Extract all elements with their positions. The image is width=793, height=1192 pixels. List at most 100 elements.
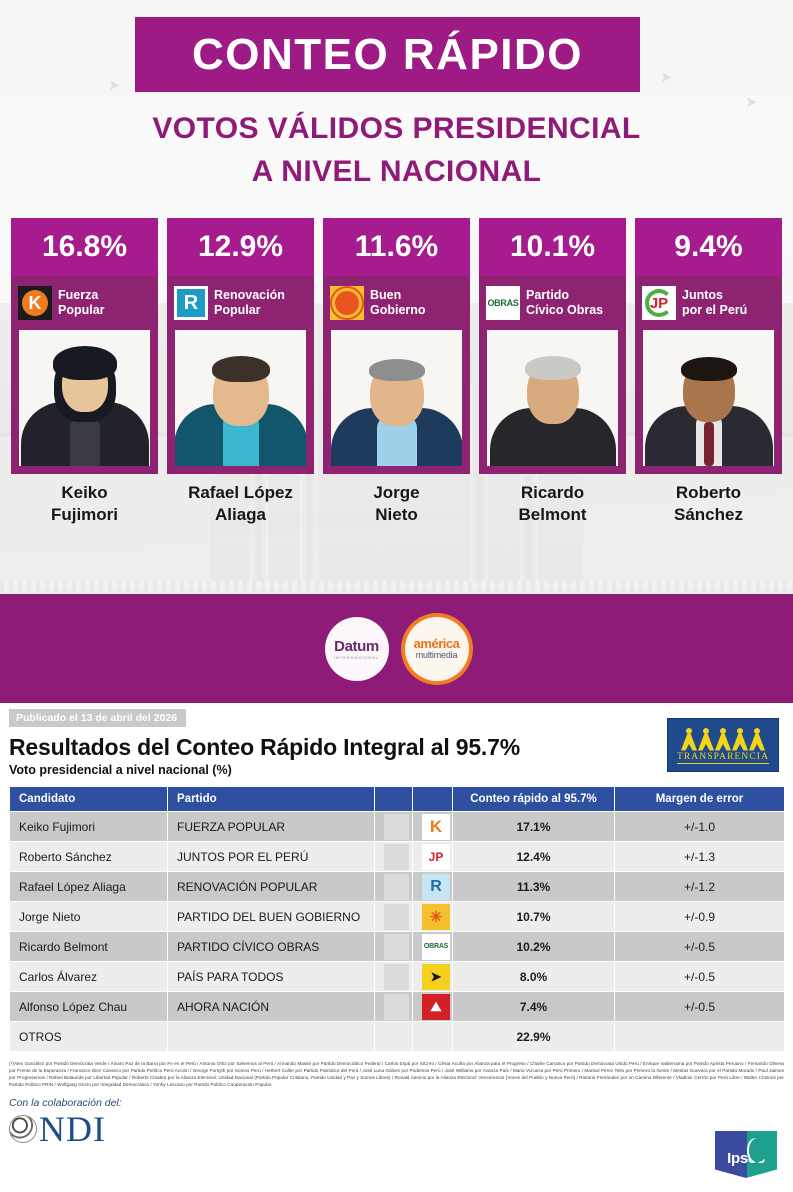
cell-logo: ☀ bbox=[412, 901, 453, 932]
cell-candidato: OTROS bbox=[9, 1021, 168, 1052]
cell-conteo: 12.4% bbox=[452, 841, 615, 872]
candidate-photo bbox=[331, 330, 462, 466]
candidate-card[interactable]: 12.9% R Renovación Popular bbox=[167, 218, 314, 474]
cell-partido bbox=[167, 1021, 375, 1052]
party-line2: Gobierno bbox=[370, 303, 426, 317]
candidate-photo bbox=[175, 330, 306, 466]
cell-photo bbox=[374, 931, 413, 962]
candidate-thumb bbox=[384, 843, 409, 870]
bird-icon: ➤ bbox=[108, 77, 121, 94]
poster-section: ➤ ➤ ➤ CONTEO RÁPIDO VOTOS VÁLIDOS PRESID… bbox=[0, 0, 793, 703]
table-row[interactable]: Rafael López Aliaga RENOVACIÓN POPULAR R… bbox=[9, 871, 785, 902]
th-partido[interactable]: Partido bbox=[167, 786, 375, 812]
table-row-otros[interactable]: OTROS 22.9% bbox=[9, 1021, 785, 1052]
candidate-name: Keiko Fujimori bbox=[11, 482, 158, 548]
ndi-logo-text: NDI bbox=[39, 1109, 106, 1150]
cell-conteo: 17.1% bbox=[452, 811, 615, 842]
cell-partido: PAÍS PARA TODOS bbox=[167, 961, 375, 992]
name-line1: Ricardo bbox=[520, 483, 585, 502]
th-logo bbox=[412, 786, 453, 812]
cell-logo bbox=[412, 1021, 453, 1052]
candidate-percentage: 12.9% bbox=[167, 218, 314, 276]
th-margen[interactable]: Margen de error bbox=[614, 786, 785, 812]
candidate-thumb bbox=[384, 933, 409, 960]
candidate-thumb bbox=[384, 873, 409, 900]
table-row[interactable]: Carlos Álvarez PAÍS PARA TODOS ➤ 8.0% +/… bbox=[9, 961, 785, 992]
name-line2: Aliaga bbox=[214, 504, 267, 524]
candidate-name: Roberto Sánchez bbox=[635, 482, 782, 548]
th-photo bbox=[374, 786, 413, 812]
footnote-text: (*)Alex González por Partido Demócrata V… bbox=[9, 1061, 784, 1088]
table-row[interactable]: Ricardo Belmont PARTIDO CÍVICO OBRAS OBR… bbox=[9, 931, 785, 962]
ipsos-logo[interactable]: Ipsos bbox=[715, 1131, 777, 1178]
candidate-percentage: 10.1% bbox=[479, 218, 626, 276]
candidate-cards: 16.8% K Fuerza Popular bbox=[11, 218, 782, 474]
name-line1: Rafael López bbox=[188, 483, 293, 502]
cell-logo: R bbox=[412, 871, 453, 902]
candidate-party: R Renovación Popular bbox=[167, 276, 314, 330]
party-line2: Popular bbox=[214, 303, 261, 317]
cell-photo bbox=[374, 991, 413, 1022]
candidate-card[interactable]: 10.1% OBRAS Partido Cívico Obras bbox=[479, 218, 626, 474]
cell-photo bbox=[374, 1021, 413, 1052]
cell-conteo: 11.3% bbox=[452, 871, 615, 902]
candidate-card[interactable]: 9.4% JP Juntos por el Perú bbox=[635, 218, 782, 474]
candidate-photo bbox=[487, 330, 618, 466]
report-title: Resultados del Conteo Rápido Integral al… bbox=[9, 734, 520, 760]
datum-logo[interactable]: Datum INTERNACIONAL bbox=[324, 616, 389, 681]
cell-margen: +/-1.0 bbox=[614, 811, 785, 842]
cell-conteo: 7.4% bbox=[452, 991, 615, 1022]
results-table: Candidato Partido Conteo rápido al 95.7%… bbox=[9, 786, 785, 1052]
bird-icon: ➤ bbox=[745, 94, 758, 111]
cell-logo: JP bbox=[412, 841, 453, 872]
cell-candidato: Keiko Fujimori bbox=[9, 811, 168, 842]
ahora-nacion-logo: ⛰ bbox=[422, 993, 450, 1020]
ipsos-logo-text: Ipsos bbox=[727, 1150, 765, 1167]
cell-partido: FUERZA POPULAR bbox=[167, 811, 375, 842]
obras-logo: OBRAS bbox=[422, 933, 450, 960]
america-multimedia-logo[interactable]: américa multimedia bbox=[404, 616, 469, 681]
transparencia-logo[interactable]: TRANSPARENCIA bbox=[667, 718, 779, 772]
candidate-card[interactable]: 16.8% K Fuerza Popular bbox=[11, 218, 158, 474]
globe-icon bbox=[9, 1115, 37, 1144]
name-line2: Nieto bbox=[375, 504, 418, 524]
candidate-thumb bbox=[384, 993, 409, 1020]
cell-partido: JUNTOS POR EL PERÚ bbox=[167, 841, 375, 872]
collaboration-label: Con la colaboración del: bbox=[9, 1097, 122, 1110]
poster-subtitle: VOTOS VÁLIDOS PRESIDENCIAL A NIVEL NACIO… bbox=[0, 108, 793, 193]
table-row[interactable]: Keiko Fujimori FUERZA POPULAR K 17.1% +/… bbox=[9, 811, 785, 842]
table-row[interactable]: Roberto Sánchez JUNTOS POR EL PERÚ JP 12… bbox=[9, 841, 785, 872]
table-row[interactable]: Jorge Nieto PARTIDO DEL BUEN GOBIERNO ☀ … bbox=[9, 901, 785, 932]
candidate-thumb bbox=[384, 963, 409, 990]
party-line1: Juntos bbox=[682, 287, 723, 302]
candidate-percentage: 16.8% bbox=[11, 218, 158, 276]
party-line1: Renovación bbox=[214, 287, 285, 302]
candidate-percentage: 9.4% bbox=[635, 218, 782, 276]
table-header-row: Candidato Partido Conteo rápido al 95.7%… bbox=[9, 786, 785, 812]
candidate-photo bbox=[643, 330, 774, 466]
ndi-logo[interactable]: NDI bbox=[9, 1111, 784, 1147]
buen-gobierno-logo bbox=[330, 286, 364, 320]
table-row[interactable]: Alfonso López Chau AHORA NACIÓN ⛰ 7.4% +… bbox=[9, 991, 785, 1022]
th-conteo[interactable]: Conteo rápido al 95.7% bbox=[452, 786, 615, 812]
report-subtitle: Voto presidencial a nivel nacional (%) bbox=[9, 763, 232, 777]
cell-candidato: Ricardo Belmont bbox=[9, 931, 168, 962]
th-candidato[interactable]: Candidato bbox=[9, 786, 168, 812]
cell-margen: +/-1.2 bbox=[614, 871, 785, 902]
cell-conteo: 10.2% bbox=[452, 931, 615, 962]
cell-margen: +/-1.3 bbox=[614, 841, 785, 872]
juntos-por-el-peru-logo: JP bbox=[642, 286, 676, 320]
cell-logo: ⛰ bbox=[412, 991, 453, 1022]
cell-candidato: Jorge Nieto bbox=[9, 901, 168, 932]
poster-title-bar: CONTEO RÁPIDO bbox=[135, 17, 640, 92]
party-line2: por el Perú bbox=[682, 303, 748, 317]
cell-logo: OBRAS bbox=[412, 931, 453, 962]
name-line2: Sánchez bbox=[674, 504, 743, 524]
candidate-card[interactable]: 11.6% Buen Gobierno bbox=[323, 218, 470, 474]
cell-photo bbox=[374, 871, 413, 902]
america-logo-sub: multimedia bbox=[415, 649, 458, 660]
candidate-party: OBRAS Partido Cívico Obras bbox=[479, 276, 626, 330]
cell-margen: +/-0.5 bbox=[614, 991, 785, 1022]
poster-subtitle-line2: A NIVEL NACIONAL bbox=[251, 154, 542, 188]
report-section: TRANSPARENCIA Publicado el 13 de abril d… bbox=[0, 703, 793, 1192]
